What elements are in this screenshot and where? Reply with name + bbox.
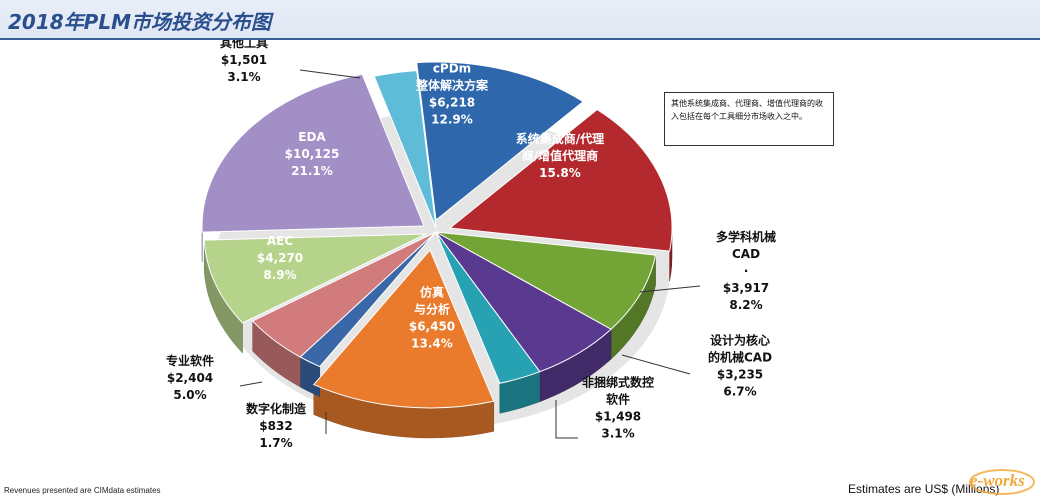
slice-label-line: 15.8% (539, 166, 581, 180)
slice-label-9: EDA $10,125 21.1% (285, 130, 340, 178)
pie-slice-10 (373, 70, 437, 229)
slice-label-line: 数字化制造 (246, 401, 307, 416)
slice-label-line: $2,404 (167, 371, 213, 385)
leader-line-7 (239, 381, 263, 387)
slice-label-line: 整体解决方案 (415, 78, 489, 93)
chart-title: 2018年PLM市场投资分布图 (8, 10, 271, 34)
slice-label-line: 仿真 (420, 285, 444, 300)
slice-label-line: 非捆绑式数控 (582, 375, 654, 390)
slice-label-line: 3.1% (227, 70, 260, 84)
slice-label-line: $832 (259, 419, 292, 433)
pie-chart: cPDm 整体解决方案 $6,218 12.9% 系统集成商/代理商/增值代理商 15.8… (166, 40, 776, 450)
slice-label-line: 软件 (606, 392, 630, 407)
pie-slice-0 (416, 61, 584, 221)
slice-label-line: 多学科机械 (716, 229, 776, 244)
pie-sides (201, 226, 673, 439)
eworks-logo: e-works (969, 469, 1035, 495)
slice-label-line: AEC (267, 234, 293, 248)
slice-label-2: 多学科机械 CAD · $3,917 8.2% (716, 229, 776, 312)
slice-label-line: 5.0% (173, 388, 206, 402)
note-box: 其他系统集成商、代理商、增值代理商的收入包括在每个工具细分市场收入之中。 (664, 92, 834, 146)
pie-tops (201, 61, 673, 409)
pie-slice-4 (435, 231, 541, 384)
slice-label-line: 专业软件 (166, 353, 214, 368)
slice-label-line: $10,125 (285, 147, 340, 161)
slice-label-line: 系统集成商/代理 (516, 131, 604, 146)
logo-text: e-works (970, 471, 1025, 490)
pie-slice-9 (201, 73, 425, 233)
pie-slice-5 (312, 249, 495, 409)
slice-label-line: CAD (732, 247, 760, 261)
slice-label-line: EDA (298, 130, 326, 144)
slice-label-line: 的机械CAD (708, 350, 772, 365)
pie-labels: cPDm 整体解决方案 $6,218 12.9% 系统集成商/代理商/增值代理商 15.8… (166, 40, 776, 450)
slice-label-line: $3,917 (723, 281, 769, 295)
slice-label-line: $1,498 (595, 410, 641, 424)
slice-label-0: cPDm 整体解决方案 $6,218 12.9% (415, 62, 489, 127)
slice-label-6: 数字化制造 $832 1.7% (246, 401, 307, 450)
slice-label-line: 商/增值代理商 (522, 148, 598, 163)
pie-slice-8 (203, 233, 427, 324)
slice-label-line: 8.2% (729, 298, 762, 312)
slice-label-10: 其他工具 $1,501 3.1% (220, 40, 268, 84)
slice-label-1: 系统集成商/代理商/增值代理商 15.8% (516, 131, 604, 180)
slice-label-7: 专业软件 $2,404 5.0% (166, 353, 214, 402)
leader-line-2 (639, 285, 701, 293)
slice-label-line: 8.9% (263, 268, 296, 282)
slice-label-line: 12.9% (431, 113, 473, 127)
slice-label-line: 21.1% (291, 164, 333, 178)
slice-label-line: 3.1% (601, 427, 634, 441)
title-bar: 2018年PLM市场投资分布图 (0, 0, 1040, 40)
pie-slice-7 (251, 231, 437, 358)
leader-line-10 (299, 69, 361, 79)
footer-units-note: Estimates are US$ (Millions) (848, 482, 1000, 496)
pie-slice-2 (435, 231, 657, 330)
slice-label-line: $4,270 (257, 251, 303, 265)
slice-label-line: 与分析 (414, 302, 450, 317)
pie-slice-1 (448, 108, 673, 252)
footer-source-note: Revenues presented are CIMdata estimates (4, 486, 161, 495)
slice-label-line: $1,501 (221, 53, 267, 67)
slice-label-line: $3,235 (717, 368, 763, 382)
slice-label-line: 1.7% (259, 436, 292, 450)
slice-label-line: 其他工具 (220, 40, 268, 50)
slice-label-line: cPDm (433, 62, 471, 76)
leader-line-3 (621, 354, 691, 375)
slice-label-line: 6.7% (723, 385, 756, 399)
slice-label-line: · (744, 264, 749, 278)
slice-label-line: $6,450 (409, 320, 455, 334)
leader-line-4 (555, 400, 578, 439)
slice-label-line: 设计为核心 (710, 333, 770, 348)
slice-label-line: 13.4% (411, 337, 453, 351)
slice-label-line: $6,218 (429, 96, 475, 110)
slice-label-8: AEC $4,270 8.9% (257, 234, 303, 282)
